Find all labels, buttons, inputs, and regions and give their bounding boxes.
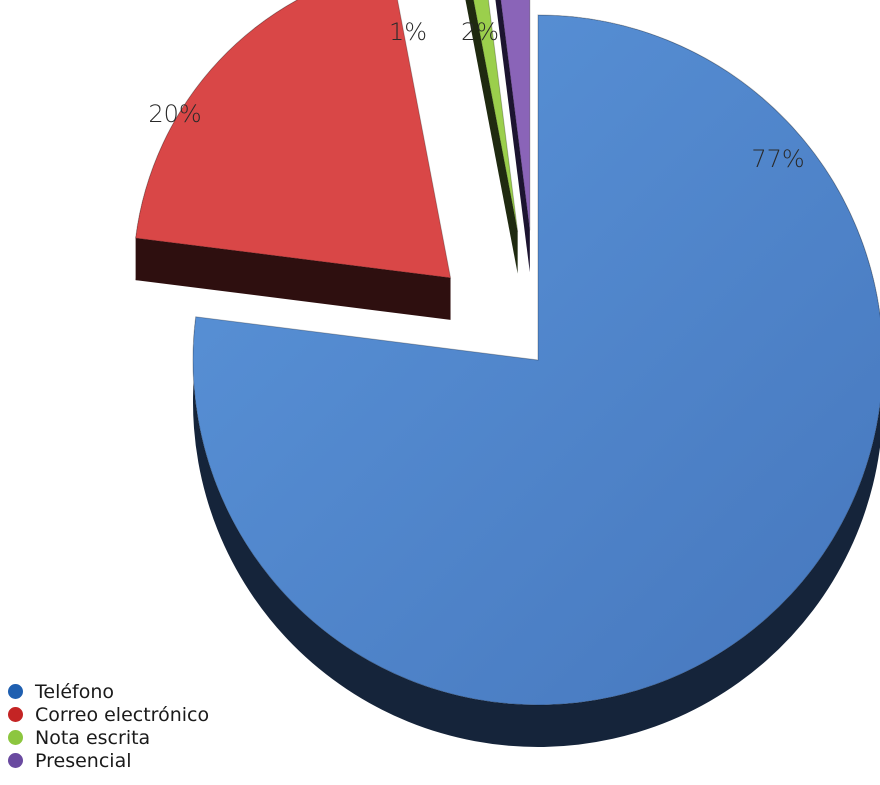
pie-slice-0 <box>192 14 880 706</box>
pie-value-label-3: 2% <box>461 18 499 46</box>
pie-slice-2 <box>472 0 519 232</box>
legend-label: Teléfono <box>35 680 115 703</box>
legend-label: Correo electrónico <box>35 703 210 726</box>
legend-swatch-nota <box>8 730 23 745</box>
legend: Teléfono Correo electrónico Nota escrita… <box>8 680 209 772</box>
legend-swatch-telefono <box>8 684 23 699</box>
pie-slice-edge-1 <box>135 238 451 320</box>
legend-item-nota: Nota escrita <box>8 726 209 749</box>
pie-value-labels: 77% 20% 1% 2% <box>148 18 804 173</box>
legend-swatch-correo <box>8 707 23 722</box>
legend-label: Nota escrita <box>35 726 151 749</box>
pie-slice-edge-2 <box>465 0 518 274</box>
legend-item-telefono: Teléfono <box>8 680 209 703</box>
pie-value-label-1: 20% <box>148 100 201 128</box>
pie-value-label-2: 1% <box>389 18 427 46</box>
legend-item-correo: Correo electrónico <box>8 703 209 726</box>
pie-value-label-0: 77% <box>751 145 804 173</box>
pie-slice-tops <box>135 0 880 706</box>
legend-swatch-presencial <box>8 753 23 768</box>
pie-slice-1 <box>135 0 452 279</box>
legend-item-presencial: Presencial <box>8 749 209 772</box>
pie-slice-3 <box>500 0 531 231</box>
legend-label: Presencial <box>35 749 132 772</box>
